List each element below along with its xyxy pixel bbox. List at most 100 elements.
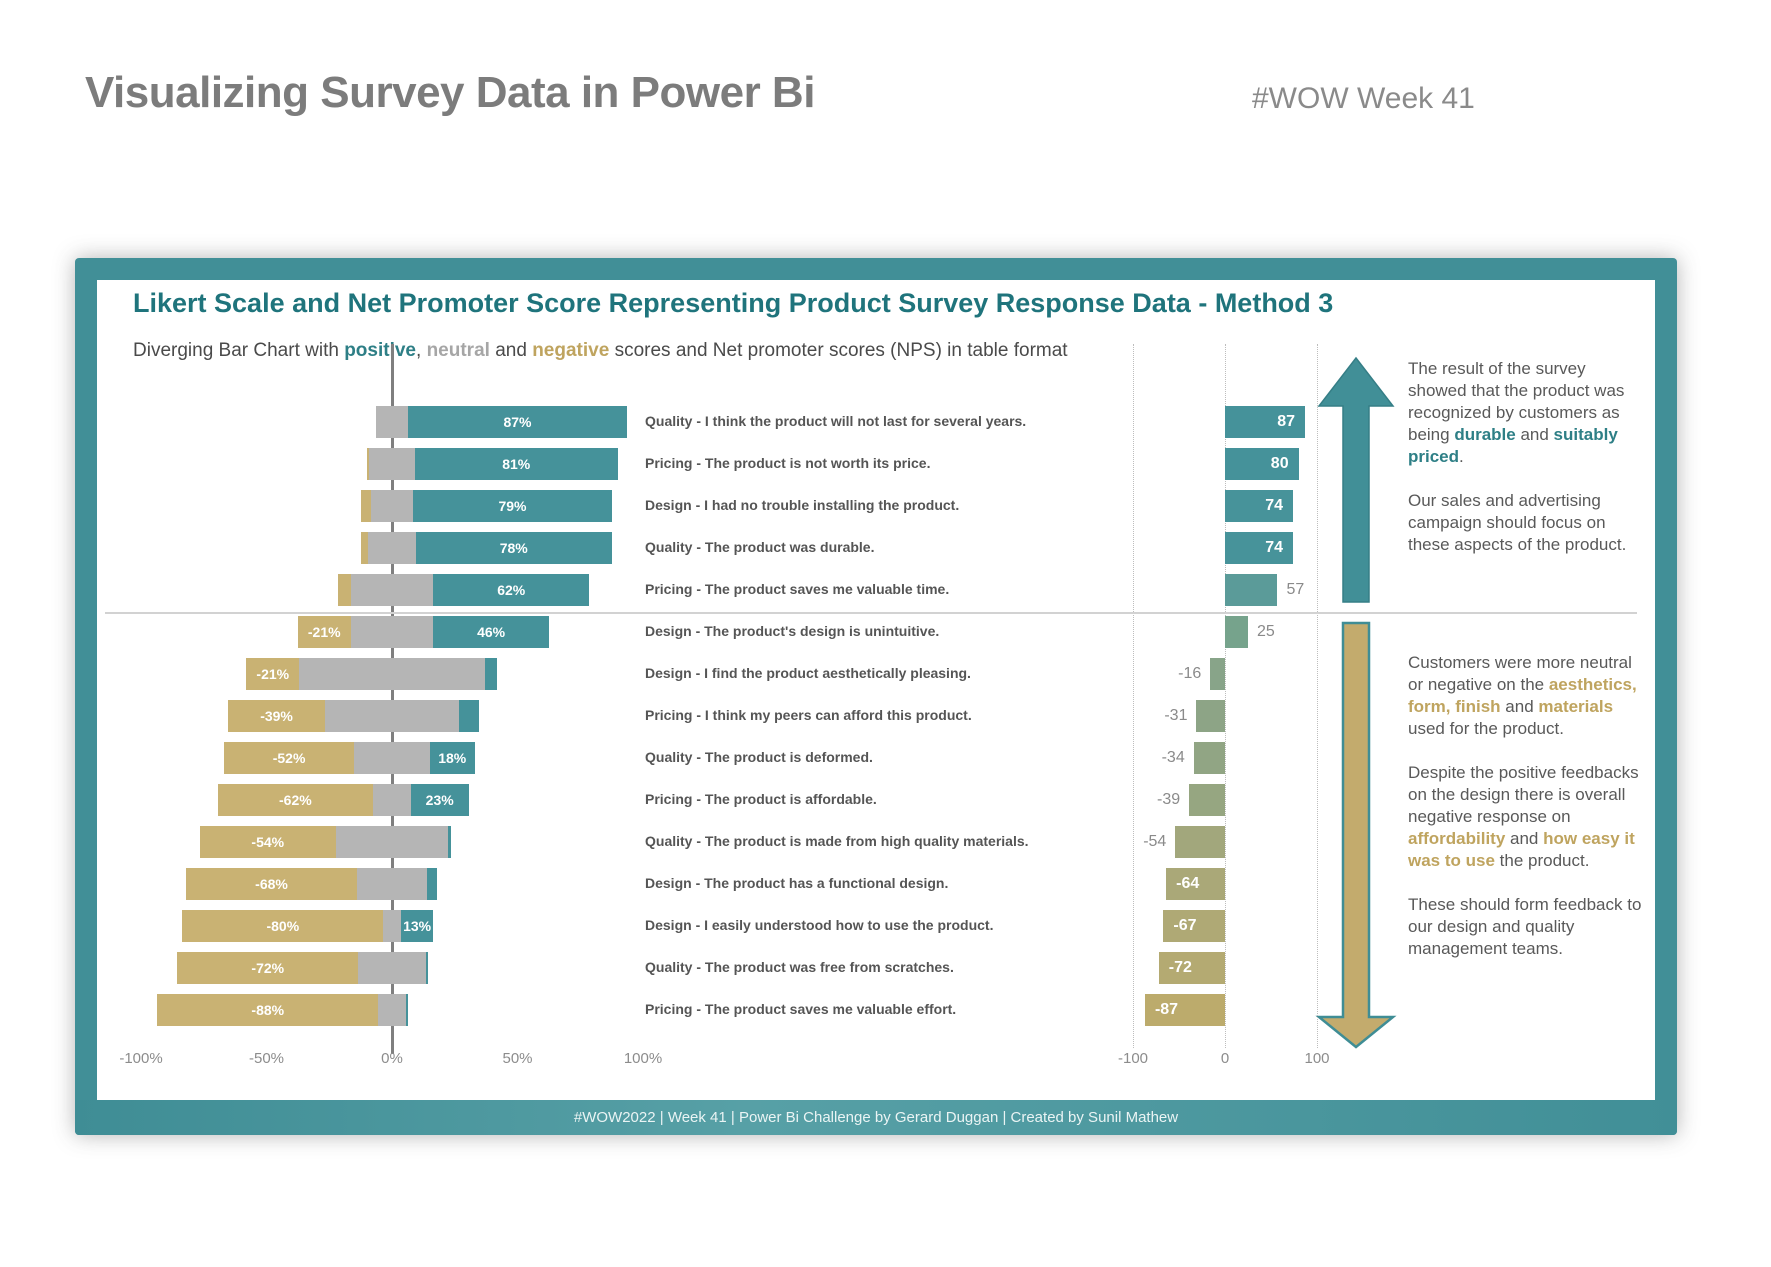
notes-lower-highlight-gold: materials <box>1538 697 1614 716</box>
nps-gridline <box>1225 344 1226 1048</box>
likert-positive-segment[interactable]: 23% <box>410 784 469 816</box>
likert-positive-segment[interactable] <box>458 700 479 732</box>
nps-bar[interactable]: 87 <box>1225 406 1306 438</box>
likert-axis-tick: -50% <box>248 1050 285 1067</box>
likert-negative-segment[interactable]: -21% <box>246 658 300 690</box>
chart-title: Likert Scale and Net Promoter Score Repr… <box>133 288 1334 318</box>
question-label: Design - I had no trouble installing the… <box>645 497 960 513</box>
nps-bar[interactable]: -87 <box>1144 994 1225 1026</box>
likert-neutral-segment[interactable] <box>325 700 459 732</box>
likert-neutral-segment[interactable] <box>356 868 428 900</box>
likert-neutral-segment[interactable] <box>350 616 434 648</box>
question-label: Quality - The product was durable. <box>645 539 875 555</box>
likert-neutral-segment[interactable] <box>369 448 415 480</box>
likert-negative-segment[interactable] <box>360 532 369 564</box>
notes-upper-paragraph-1: The result of the survey showed that the… <box>1408 358 1642 468</box>
likert-neutral-segment[interactable] <box>350 574 434 606</box>
likert-positive-segment[interactable] <box>425 952 429 984</box>
nps-bar[interactable]: 80 <box>1225 448 1299 480</box>
likert-negative-segment[interactable] <box>366 448 370 480</box>
likert-neutral-segment[interactable] <box>368 532 416 564</box>
likert-positive-segment[interactable]: 87% <box>408 406 627 438</box>
likert-positive-value: 81% <box>502 456 531 472</box>
likert-negative-value: -39% <box>260 708 293 724</box>
nps-axis-tick: 0 <box>1220 1050 1230 1067</box>
likert-negative-segment[interactable]: -39% <box>227 700 326 732</box>
likert-negative-segment[interactable]: -68% <box>186 868 357 900</box>
likert-positive-segment[interactable]: 62% <box>433 574 590 606</box>
likert-negative-value: -54% <box>251 834 285 850</box>
likert-positive-segment[interactable] <box>484 658 498 690</box>
nps-axis-tick: -100 <box>1117 1050 1149 1067</box>
likert-negative-value: -68% <box>255 876 288 892</box>
negative-trend-arrow-icon <box>1315 621 1397 1049</box>
likert-neutral-segment[interactable] <box>373 784 411 816</box>
question-label: Pricing - The product saves me valuable … <box>645 1001 957 1017</box>
nps-bar[interactable] <box>1196 700 1225 732</box>
likert-negative-segment[interactable]: -80% <box>182 910 384 942</box>
positive-trend-arrow-icon <box>1317 356 1395 603</box>
likert-negative-segment[interactable] <box>360 490 371 522</box>
nps-bar[interactable] <box>1225 574 1278 606</box>
likert-positive-segment[interactable] <box>448 826 451 858</box>
page-title: Visualizing Survey Data in Power Bi <box>85 68 815 117</box>
nps-bar[interactable] <box>1193 742 1225 774</box>
likert-negative-segment[interactable]: -21% <box>297 616 351 648</box>
report-card: Likert Scale and Net Promoter Score Repr… <box>75 258 1677 1135</box>
likert-neutral-segment[interactable] <box>375 406 409 438</box>
nps-bar[interactable] <box>1189 784 1225 816</box>
likert-positive-segment[interactable] <box>405 994 409 1026</box>
notes-lower-text: the product. <box>1494 851 1590 870</box>
notes-lower-text: These should form feedback to our design… <box>1408 895 1642 958</box>
nps-value: 25 <box>1257 623 1275 640</box>
likert-positive-segment[interactable]: 79% <box>413 490 612 522</box>
likert-positive-segment[interactable] <box>427 868 438 900</box>
nps-bar[interactable]: -72 <box>1158 952 1225 984</box>
nps-bar[interactable] <box>1210 658 1225 690</box>
likert-positive-segment[interactable]: 13% <box>400 910 434 942</box>
likert-positive-segment[interactable]: 18% <box>429 742 475 774</box>
likert-negative-segment[interactable]: -62% <box>217 784 374 816</box>
notes-lower-text: and <box>1500 697 1539 716</box>
report-canvas: Likert Scale and Net Promoter Score Repr… <box>97 280 1655 1100</box>
likert-negative-segment[interactable]: -52% <box>223 742 355 774</box>
likert-negative-segment[interactable]: -54% <box>199 826 336 858</box>
nps-value: 57 <box>1286 581 1305 598</box>
likert-neutral-segment[interactable] <box>358 952 426 984</box>
likert-axis-tick: -100% <box>119 1050 163 1067</box>
likert-neutral-segment[interactable] <box>354 742 430 774</box>
nps-value: 74 <box>1265 539 1284 556</box>
nps-bar[interactable]: -64 <box>1166 868 1225 900</box>
likert-axis-tick: 50% <box>502 1050 533 1067</box>
nps-value: -87 <box>1154 1001 1179 1018</box>
likert-positive-value: 87% <box>503 414 532 430</box>
likert-negative-value: -88% <box>251 1002 285 1018</box>
question-label: Quality - The product is made from high … <box>645 833 1029 849</box>
likert-neutral-segment[interactable] <box>383 910 401 942</box>
nps-bar[interactable] <box>1175 826 1225 858</box>
question-label: Design - The product has a functional de… <box>645 875 949 891</box>
likert-neutral-segment[interactable] <box>299 658 485 690</box>
likert-negative-segment[interactable] <box>338 574 351 606</box>
likert-negative-segment[interactable]: -72% <box>177 952 359 984</box>
likert-positive-segment[interactable]: 78% <box>415 532 612 564</box>
likert-positive-segment[interactable]: 81% <box>414 448 618 480</box>
likert-positive-value: 13% <box>403 918 432 934</box>
wow-week-badge: #WOW Week 41 <box>1252 82 1475 115</box>
notes-lower-paragraph-3: These should form feedback to our design… <box>1408 894 1642 960</box>
nps-bar[interactable] <box>1225 616 1248 648</box>
likert-negative-segment[interactable]: -88% <box>157 994 379 1026</box>
likert-neutral-segment[interactable] <box>370 490 414 522</box>
likert-positive-segment[interactable]: 46% <box>433 616 549 648</box>
likert-neutral-segment[interactable] <box>378 994 406 1026</box>
notes-upper-text: Our sales and advertising campaign shoul… <box>1408 491 1627 554</box>
likert-positive-value: 18% <box>438 750 467 766</box>
likert-neutral-segment[interactable] <box>335 826 449 858</box>
chart-plot-area: The result of the survey showed that the… <box>97 280 1655 1100</box>
subtitle-text: scores and Net promoter scores (NPS) in … <box>609 340 1068 361</box>
nps-bar[interactable]: -67 <box>1163 910 1225 942</box>
nps-bar[interactable]: 74 <box>1225 490 1294 522</box>
nps-bar[interactable]: 74 <box>1225 532 1294 564</box>
insight-note-positive: The result of the survey showed that the… <box>1408 358 1642 578</box>
likert-negative-value: -21% <box>256 666 290 682</box>
